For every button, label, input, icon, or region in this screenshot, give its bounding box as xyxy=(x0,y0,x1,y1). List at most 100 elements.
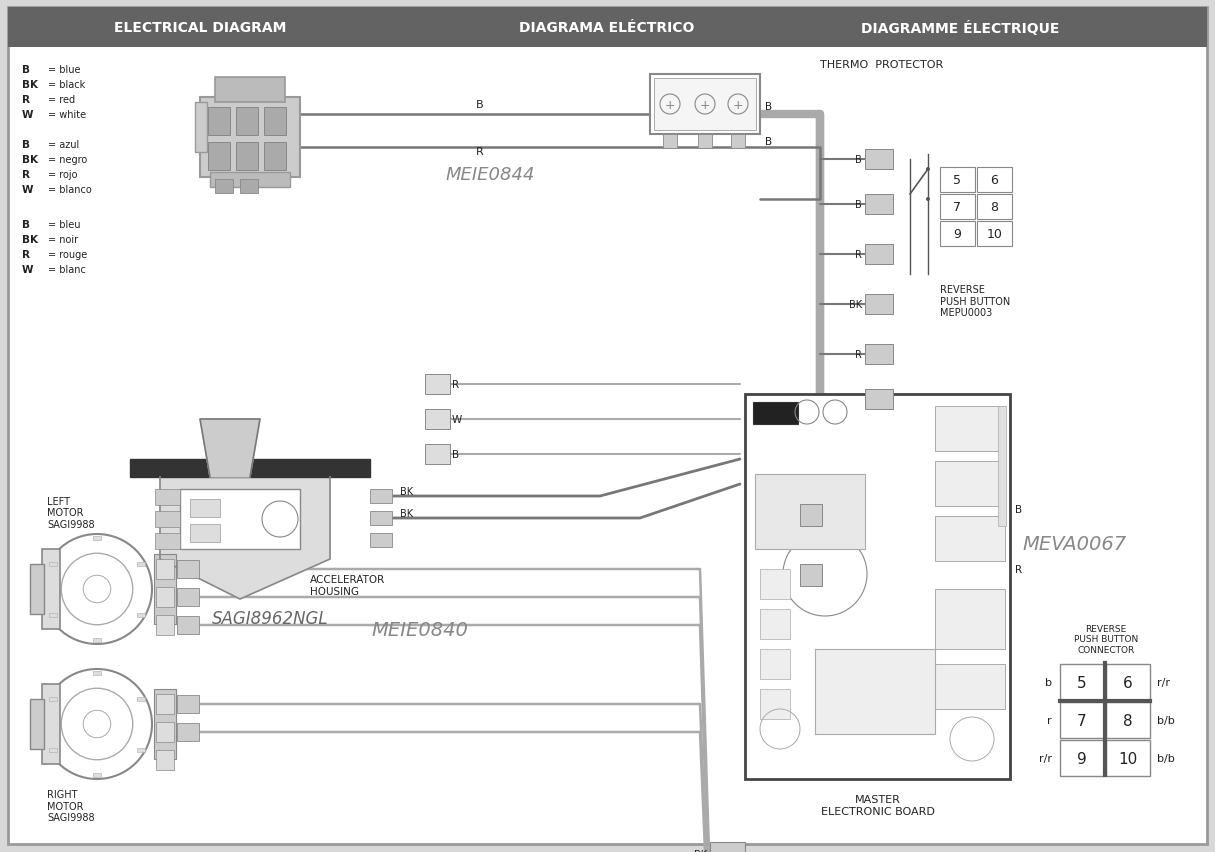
Bar xyxy=(156,560,174,579)
Text: REVERSE
PUSH BUTTON
MEPU0003: REVERSE PUSH BUTTON MEPU0003 xyxy=(940,285,1010,318)
Bar xyxy=(236,143,258,170)
Text: MEVA0067: MEVA0067 xyxy=(1022,535,1126,554)
Text: 9: 9 xyxy=(954,227,961,241)
Bar xyxy=(654,79,756,131)
Bar xyxy=(977,195,1012,220)
Text: BK: BK xyxy=(22,234,38,245)
Text: B: B xyxy=(22,140,30,150)
Text: BK: BK xyxy=(22,80,38,90)
Text: W: W xyxy=(22,265,34,274)
Text: R: R xyxy=(855,250,861,260)
Bar xyxy=(998,406,1006,527)
Text: B: B xyxy=(22,220,30,230)
Text: +: + xyxy=(700,98,711,112)
Text: = azul: = azul xyxy=(49,140,79,150)
Text: W: W xyxy=(853,394,861,405)
Polygon shape xyxy=(160,477,330,599)
Bar xyxy=(761,649,790,679)
Bar xyxy=(264,108,286,135)
Bar xyxy=(755,475,865,550)
Bar xyxy=(215,180,233,193)
Bar xyxy=(200,98,300,178)
Text: ACCELERATOR
HOUSING: ACCELERATOR HOUSING xyxy=(310,574,385,596)
Text: B: B xyxy=(180,727,187,737)
Text: R: R xyxy=(180,620,187,630)
Bar xyxy=(761,609,790,639)
Text: DIAGRAMA ELÉCTRICO: DIAGRAMA ELÉCTRICO xyxy=(519,21,695,35)
Bar xyxy=(236,108,258,135)
Text: 5: 5 xyxy=(954,174,961,187)
Bar xyxy=(156,750,174,770)
Bar xyxy=(1059,665,1104,700)
Bar xyxy=(940,222,974,247)
Text: +: + xyxy=(733,98,744,112)
Circle shape xyxy=(926,168,929,172)
Bar xyxy=(49,747,57,751)
Text: ELECTRICAL DIAGRAM: ELECTRICAL DIAGRAM xyxy=(114,21,287,35)
Bar xyxy=(697,135,712,149)
Bar xyxy=(94,638,101,642)
Bar xyxy=(94,671,101,675)
Bar xyxy=(710,842,745,852)
Bar xyxy=(190,524,220,543)
Bar xyxy=(49,613,57,617)
Bar xyxy=(940,168,974,193)
Bar xyxy=(30,564,44,614)
Bar xyxy=(799,564,823,586)
Bar xyxy=(49,697,57,700)
Bar xyxy=(865,150,893,170)
Bar xyxy=(663,135,677,149)
Text: r: r xyxy=(1047,715,1052,725)
Text: R: R xyxy=(855,349,861,360)
Text: r/r: r/r xyxy=(1039,753,1052,763)
Bar xyxy=(761,689,790,719)
Text: R: R xyxy=(452,379,459,389)
Text: +: + xyxy=(665,98,676,112)
Text: B: B xyxy=(855,155,861,164)
Bar xyxy=(43,684,60,764)
Text: 9: 9 xyxy=(1078,751,1087,766)
Bar xyxy=(731,135,745,149)
Bar xyxy=(799,504,823,527)
Text: 10: 10 xyxy=(987,227,1002,241)
Text: = noir: = noir xyxy=(49,234,78,245)
Text: B: B xyxy=(855,199,861,210)
Bar xyxy=(210,173,290,187)
Bar xyxy=(156,587,174,607)
Bar xyxy=(650,75,761,135)
Bar xyxy=(936,665,1005,709)
Bar xyxy=(180,489,300,550)
Bar xyxy=(371,489,392,504)
Bar xyxy=(865,195,893,215)
Text: W: W xyxy=(22,110,34,120)
Text: B: B xyxy=(1015,504,1022,515)
Text: b/b: b/b xyxy=(1157,753,1175,763)
Bar xyxy=(154,689,176,759)
Text: MASTER
ELECTRONIC BOARD: MASTER ELECTRONIC BOARD xyxy=(820,794,934,815)
Text: 6: 6 xyxy=(990,174,999,187)
Text: R: R xyxy=(22,250,30,260)
Text: = blanco: = blanco xyxy=(49,185,92,195)
Text: MEIE0844: MEIE0844 xyxy=(445,166,535,184)
Bar xyxy=(425,375,450,394)
Bar xyxy=(745,394,1010,779)
Text: DIAGRAMME ÉLECTRIQUE: DIAGRAMME ÉLECTRIQUE xyxy=(860,20,1059,36)
Bar xyxy=(30,699,44,749)
Text: RIGHT
MOTOR
SAGI9988: RIGHT MOTOR SAGI9988 xyxy=(47,789,95,822)
Bar xyxy=(137,747,145,751)
Bar xyxy=(215,78,286,103)
Text: REVERSE
PUSH BUTTON
CONNECTOR: REVERSE PUSH BUTTON CONNECTOR xyxy=(1074,625,1138,654)
Text: MEIE0840: MEIE0840 xyxy=(372,619,469,639)
Text: = black: = black xyxy=(49,80,85,90)
Text: = negro: = negro xyxy=(49,155,87,164)
Text: B: B xyxy=(476,100,484,110)
Bar xyxy=(241,180,258,193)
Bar xyxy=(940,195,974,220)
Bar xyxy=(264,143,286,170)
Bar xyxy=(815,649,936,734)
Text: W: W xyxy=(180,564,191,574)
Bar xyxy=(156,722,174,742)
Circle shape xyxy=(926,198,929,202)
Text: 6: 6 xyxy=(1123,675,1132,689)
Bar xyxy=(1106,740,1151,776)
